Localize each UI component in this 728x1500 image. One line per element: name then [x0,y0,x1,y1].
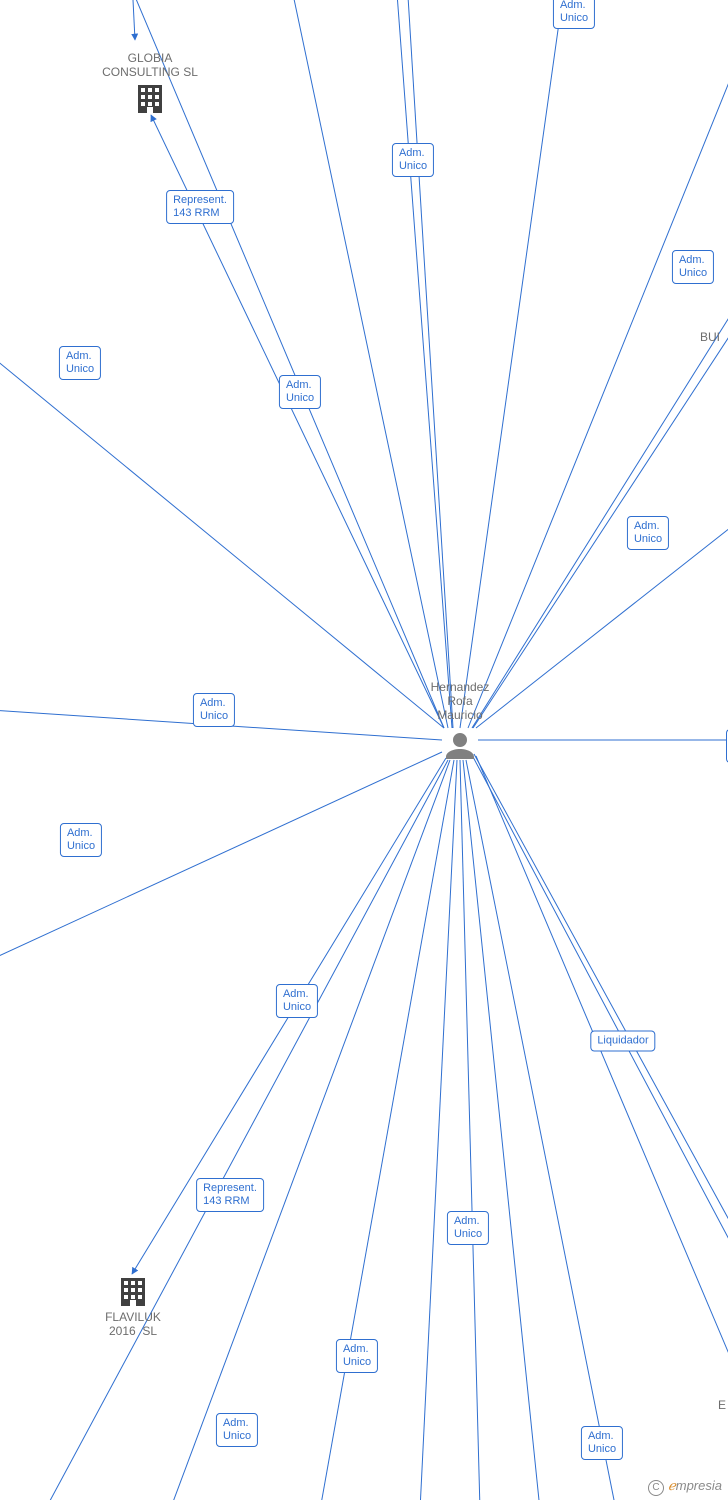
edge [170,760,450,1500]
edge [474,754,728,1240]
edge [476,520,728,728]
copyright-icon: C [648,1480,664,1496]
company-node-label: FLAVILUK 2016 SL [105,1310,161,1338]
edge-label: Adm. Unico [672,250,714,284]
partial-node-label: BUI [700,330,720,344]
edge-label: Represent. 143 RRM [166,190,234,224]
edge [466,760,616,1500]
edge-label: Adm. Unico [216,1413,258,1447]
edge-label: Adm. Unico [627,516,669,550]
edge-label: Represent. 143 RRM [196,1178,264,1212]
edge [132,0,135,40]
building-icon [121,1278,145,1306]
edge [420,760,457,1500]
edge [407,0,453,728]
network-graph [0,0,728,1500]
edge [476,756,728,1380]
edge-label: Adm. Unico [392,143,434,177]
partial-node-label: E [718,1398,726,1412]
person-icon [446,733,474,759]
watermark: Cℯmpresia [648,1478,722,1496]
edge-label: Liquidador [590,1031,655,1052]
edge [463,760,540,1500]
edge [473,320,728,728]
center-node-label: Hernandez Rofa Mauricio [431,680,490,722]
edge [396,0,452,728]
company-node-label: GLOBIA CONSULTING SL [102,51,198,79]
edge [472,300,728,728]
edge-label: Adm. Unico [447,1211,489,1245]
edge [472,755,728,1260]
edge [320,760,454,1500]
edge [128,0,444,728]
edge [460,760,480,1500]
edge-label: Adm. Unico [59,346,101,380]
edge-label: Adm. Unico [581,1426,623,1460]
edge-label: Adm. Unico [553,0,595,29]
edge-label: Adm. Unico [60,823,102,857]
building-icon [138,85,162,113]
edge [0,355,444,728]
edge-label: Adm. Unico [336,1339,378,1373]
edge-label: Adm. Unico [276,984,318,1018]
edge-label: Adm. Unico [279,375,321,409]
edge-label: Adm. Unico [193,693,235,727]
